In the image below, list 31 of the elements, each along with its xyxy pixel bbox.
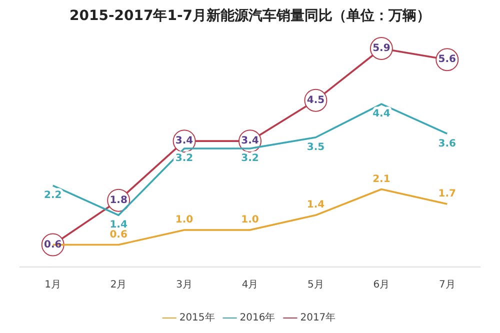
legend-label: 2015年: [179, 312, 215, 324]
x-tick-label: 3月: [176, 280, 192, 291]
data-label: 1.0: [175, 214, 194, 226]
data-label: 1.7: [438, 188, 456, 200]
data-label: 3.4: [241, 136, 259, 147]
x-tick-label: 1月: [44, 280, 62, 291]
data-label: 1.8: [110, 194, 128, 206]
x-tick-label: 4月: [242, 280, 258, 291]
x-tick-label: 2月: [110, 280, 127, 291]
x-tick-label: 7月: [438, 280, 456, 291]
data-label: 1.4: [306, 200, 325, 211]
data-label: 2.2: [44, 190, 62, 202]
data-label: 1.4: [110, 220, 128, 231]
data-label: 3.2: [175, 153, 194, 164]
data-label: 3.4: [175, 136, 194, 147]
data-label: 4.5: [306, 94, 325, 106]
data-label: 3.6: [438, 138, 456, 150]
data-label: 2.1: [372, 174, 390, 185]
legend-label: 2017年: [300, 312, 336, 324]
data-label: 5.6: [438, 54, 456, 66]
data-label: 4.4: [372, 108, 390, 120]
data-label: 3.5: [306, 142, 325, 153]
x-tick-label: 6月: [373, 280, 390, 291]
data-label: 1.0: [241, 214, 259, 226]
data-label: 3.2: [241, 153, 259, 164]
data-label: 5.9: [372, 43, 390, 54]
chart-title: 2015-2017年1-7月新能源汽车销量同比（单位：万辆）: [69, 7, 431, 24]
x-tick-label: 5月: [308, 280, 324, 291]
data-label: 0.6: [110, 229, 128, 240]
data-label: 0.6: [44, 239, 62, 250]
legend-label: 2016年: [240, 312, 276, 324]
